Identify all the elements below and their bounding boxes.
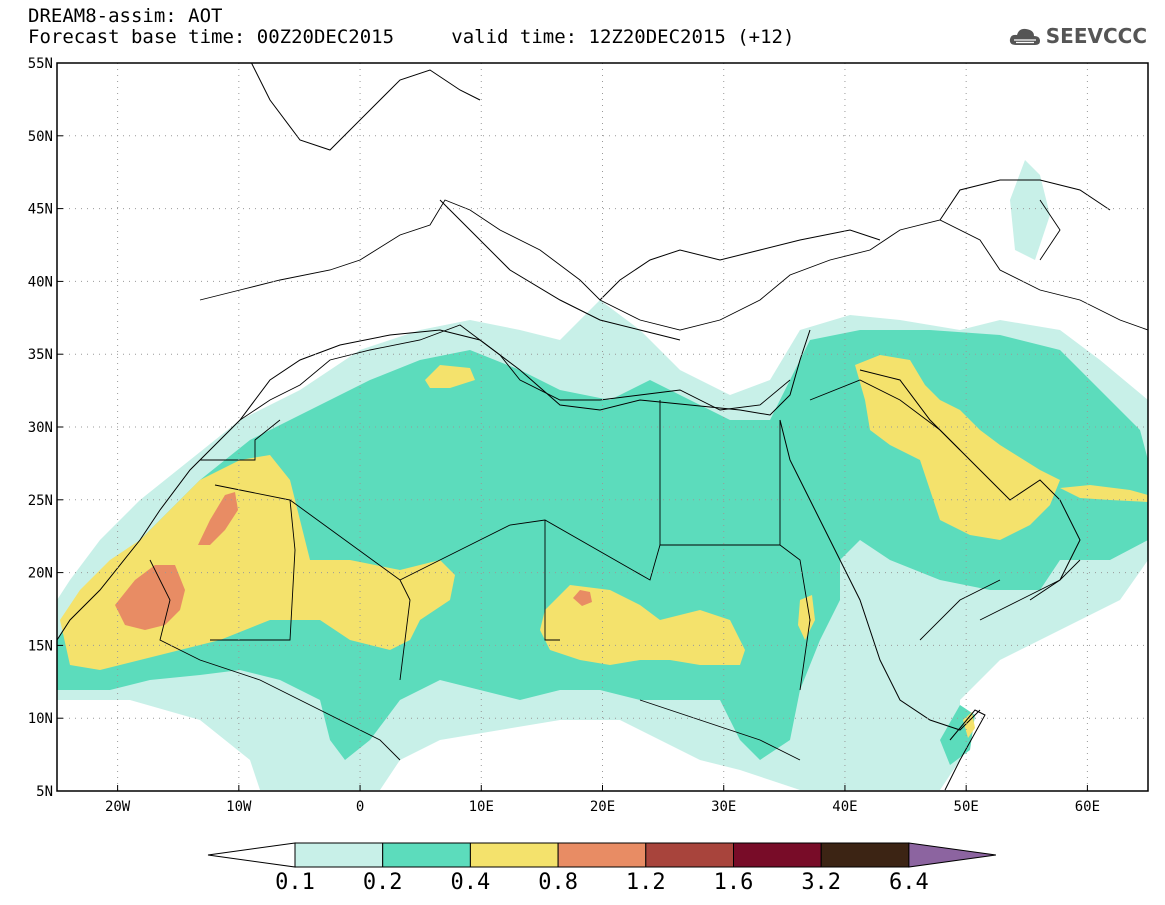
forecast-base-time: Forecast base time: 00Z20DEC2015 (28, 26, 395, 48)
colorbar-high-arrow (908, 842, 996, 868)
map-title: DREAM8-assim: AOT (28, 5, 223, 27)
colorbar-label: 0.2 (363, 870, 403, 895)
colorbar-label: 1.2 (626, 870, 666, 895)
colorbar-label: 0.1 (275, 870, 315, 895)
colorbar-box (733, 842, 822, 868)
lon-tick-label: 50E (954, 799, 979, 815)
cloud-icon (1009, 28, 1040, 45)
colorbar-box (294, 842, 384, 868)
lon-tick-label: 60E (1075, 799, 1100, 815)
colorbar-label: 0.8 (538, 870, 578, 895)
lon-tick-label: 10W (226, 799, 252, 815)
lat-lon-grid (57, 63, 1148, 791)
colorbar-box (557, 842, 647, 868)
lat-tick-label: 20N (28, 566, 53, 582)
lat-tick-label: 10N (28, 711, 53, 727)
colorbar-label: 1.6 (714, 870, 754, 895)
lat-tick-label: 5N (36, 784, 53, 800)
colorbar-box (382, 842, 471, 868)
colorbar-low-arrow (207, 842, 296, 868)
lat-tick-label: 35N (28, 347, 53, 363)
map-subtitle: Forecast base time: 00Z20DEC2015 valid t… (28, 27, 794, 48)
colorbar-box (820, 842, 910, 868)
lon-tick-label: 40E (832, 799, 857, 815)
lat-tick-label: 30N (28, 420, 53, 436)
aot-field (57, 160, 1148, 790)
lon-tick-label: 0 (356, 799, 364, 815)
lat-tick-label: 40N (28, 274, 53, 290)
lat-tick-label: 45N (28, 202, 53, 218)
lon-tick-label: 20W (105, 799, 131, 815)
lon-tick-label: 20E (590, 799, 615, 815)
coastlines (57, 63, 1111, 791)
colorbar: 0.1 0.2 0.4 0.8 1.2 1.6 3.2 6.4 (207, 842, 996, 895)
lat-tick-label: 25N (28, 493, 53, 509)
lon-tick-label: 10E (469, 799, 494, 815)
valid-time: valid time: 12Z20DEC2015 (+12) (451, 26, 795, 48)
colorbar-label: 6.4 (889, 870, 929, 895)
colorbar-box (469, 842, 559, 868)
colorbar-box (645, 842, 734, 868)
latitude-labels: 55N 50N 45N 40N 35N 30N 25N 20N 15N 10N 5N (28, 56, 63, 800)
aot-level-0.8 (115, 492, 592, 630)
lat-tick-label: 15N (28, 638, 53, 654)
longitude-labels: 20W 10W 0 10E 20E 30E 40E 50E 60E (105, 785, 1100, 815)
lat-tick-label: 50N (28, 129, 53, 145)
lat-tick-label: 55N (28, 56, 53, 72)
brand-name: SEEVCCC (1045, 24, 1147, 48)
colorbar-label: 3.2 (801, 870, 841, 895)
lon-tick-label: 30E (711, 799, 736, 815)
brand-logo: SEEVCCC (1008, 24, 1147, 48)
colorbar-label: 0.4 (451, 870, 491, 895)
